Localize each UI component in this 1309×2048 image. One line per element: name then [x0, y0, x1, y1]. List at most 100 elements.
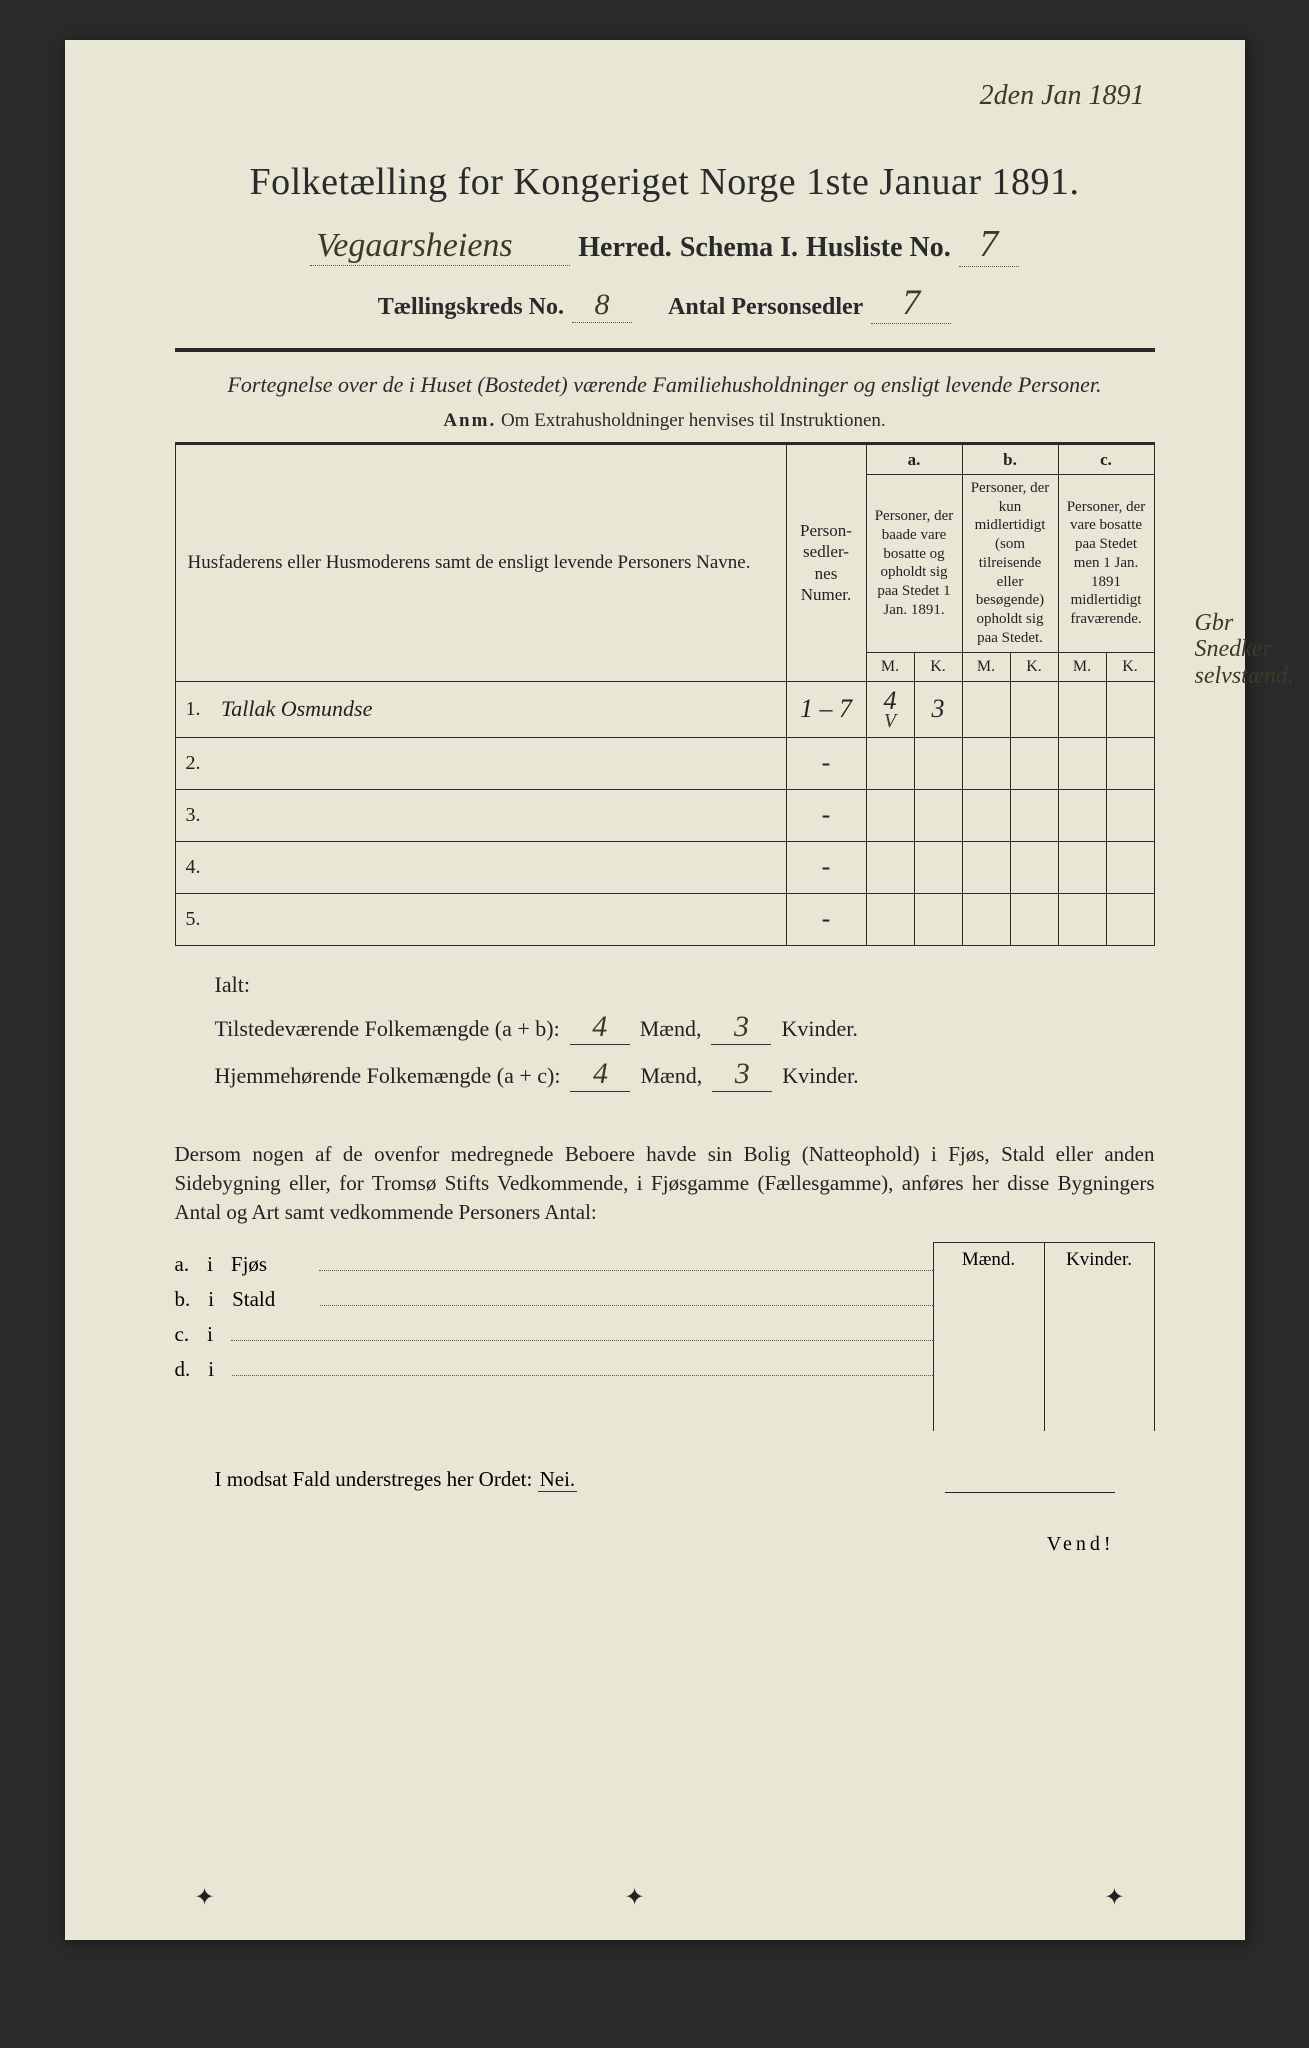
a-m-cell — [866, 893, 914, 945]
census-form-page: 2den Jan 1891 Folketælling for Kongerige… — [65, 40, 1245, 1940]
person-name — [209, 841, 786, 893]
row1-m: 4 — [570, 1010, 630, 1045]
check-mark: V — [873, 710, 908, 733]
a-k-cell — [914, 789, 962, 841]
a-k-cell — [914, 841, 962, 893]
present-total-row: Tilstedeværende Folkemængde (a + b): 4 M… — [215, 1010, 1155, 1045]
col-b-k: K. — [1010, 652, 1058, 681]
person-name: Tallak Osmundse — [209, 681, 786, 737]
col-a-k: K. — [914, 652, 962, 681]
row1-label: Tilstedeværende Folkemængde (a + b): — [215, 1016, 560, 1042]
header-line-3: Tællingskreds No. 8 Antal Personsedler 7 — [175, 281, 1155, 324]
husliste-value: 7 — [959, 222, 1019, 267]
sub-row-i: i — [208, 1357, 214, 1382]
outbuilding-rows: a. i Fjøs b. i Stald c. i d. i — [175, 1242, 933, 1431]
person-name — [209, 893, 786, 945]
instruction-text: Fortegnelse over de i Huset (Bostedet) v… — [175, 370, 1155, 400]
b-m-cell — [962, 789, 1010, 841]
c-k-cell — [1106, 737, 1154, 789]
dotted-line — [232, 1375, 932, 1376]
row1-k: 3 — [711, 1010, 771, 1045]
sub-row-i: i — [208, 1287, 214, 1312]
sub-kvinder-col: Kvinder. — [1044, 1243, 1154, 1431]
anm-text: Om Extrahusholdninger henvises til Instr… — [501, 410, 886, 431]
col-numer-header: Person-sedler-nes Numer. — [786, 443, 866, 681]
herred-label: Herred. — [578, 232, 672, 264]
kreds-value: 8 — [572, 288, 632, 323]
dotted-line — [319, 1270, 933, 1271]
ialt-label: Ialt: — [215, 972, 1155, 998]
c-m-cell — [1058, 737, 1106, 789]
schema-label: Schema I. — [680, 232, 798, 264]
maend-label: Mænd, — [640, 1016, 702, 1042]
row2-k: 3 — [712, 1057, 772, 1092]
form-title: Folketælling for Kongeriget Norge 1ste J… — [175, 160, 1155, 204]
b-k-cell — [1010, 789, 1058, 841]
col-c-k: K. — [1106, 652, 1154, 681]
outbuilding-paragraph: Dersom nogen af de ovenfor medregnede Be… — [175, 1140, 1155, 1228]
divider — [175, 348, 1155, 352]
b-k-cell — [1010, 737, 1058, 789]
table-row: 2. - — [175, 737, 1154, 789]
a-k-cell: 3 — [914, 681, 962, 737]
dotted-line — [231, 1340, 933, 1341]
b-k-cell — [1010, 681, 1058, 737]
sub-row-letter: d. — [175, 1357, 191, 1382]
col-c-text: Personer, der vare bosatte paa Stedet me… — [1058, 474, 1154, 652]
vend-label: Vend! — [175, 1533, 1155, 1556]
numer-cell: - — [786, 893, 866, 945]
col-a-text: Personer, der baade vare bosatte og opho… — [866, 474, 962, 652]
row-number: 4. — [175, 841, 209, 893]
herred-value: Vegaarsheiens — [310, 227, 570, 266]
a-m-cell — [866, 789, 914, 841]
outbuilding-mk-columns: Mænd. Kvinder. — [933, 1242, 1155, 1431]
binding-mark-icon: ✦ — [195, 1883, 215, 1912]
col-b-m: M. — [962, 652, 1010, 681]
antal-label: Antal Personsedler — [668, 294, 863, 321]
header-line-2: Vegaarsheiens Herred. Schema I. Husliste… — [175, 222, 1155, 267]
col-c-label: c. — [1058, 443, 1154, 474]
person-name — [209, 789, 786, 841]
anm-label: Anm. — [443, 410, 496, 431]
antal-value: 7 — [871, 281, 951, 324]
table-row: 4. - — [175, 841, 1154, 893]
c-m-cell — [1058, 841, 1106, 893]
c-k-cell — [1106, 789, 1154, 841]
row-number: 1. — [175, 681, 209, 737]
nei-line: I modsat Fald understreges her Ordet: Ne… — [175, 1467, 1155, 1492]
kvinder-label: Kvinder. — [781, 1016, 857, 1042]
row2-label: Hjemmehørende Folkemængde (a + c): — [215, 1063, 561, 1089]
person-name — [209, 737, 786, 789]
vend-rule — [945, 1492, 1115, 1493]
date-annotation: 2den Jan 1891 — [980, 80, 1145, 112]
sub-row-i: i — [207, 1322, 213, 1347]
table-row: 3. - — [175, 789, 1154, 841]
sub-row: d. i — [175, 1357, 933, 1382]
husliste-label: Husliste No. — [806, 232, 951, 264]
col-a-m: M. — [866, 652, 914, 681]
anm-note: Anm. Om Extrahusholdninger henvises til … — [175, 410, 1155, 432]
b-k-cell — [1010, 841, 1058, 893]
b-m-cell — [962, 841, 1010, 893]
sub-row-letter: a. — [175, 1252, 190, 1277]
maend-label: Mænd, — [640, 1063, 702, 1089]
numer-cell: 1 – 7 — [786, 681, 866, 737]
row2-m: 4 — [570, 1057, 630, 1092]
c-m-cell — [1058, 893, 1106, 945]
b-m-cell — [962, 737, 1010, 789]
b-m-cell — [962, 681, 1010, 737]
sub-row-letter: c. — [175, 1322, 190, 1347]
c-m-cell — [1058, 681, 1106, 737]
a-m-cell: 4 V — [866, 681, 914, 737]
table-row: 1. Tallak Osmundse 1 – 7 4 V 3 — [175, 681, 1154, 737]
a-m-cell — [866, 737, 914, 789]
col-b-text: Personer, der kun midlertidigt (som tilr… — [962, 474, 1058, 652]
kvinder-label: Kvinder. — [782, 1063, 858, 1089]
col-a-label: a. — [866, 443, 962, 474]
nei-text: I modsat Fald understreges her Ordet: — [215, 1467, 533, 1491]
sub-maend-col: Mænd. — [934, 1243, 1044, 1431]
b-k-cell — [1010, 893, 1058, 945]
binding-mark-icon: ✦ — [1104, 1883, 1124, 1912]
sub-row: b. i Stald — [175, 1287, 933, 1312]
a-k-cell — [914, 893, 962, 945]
